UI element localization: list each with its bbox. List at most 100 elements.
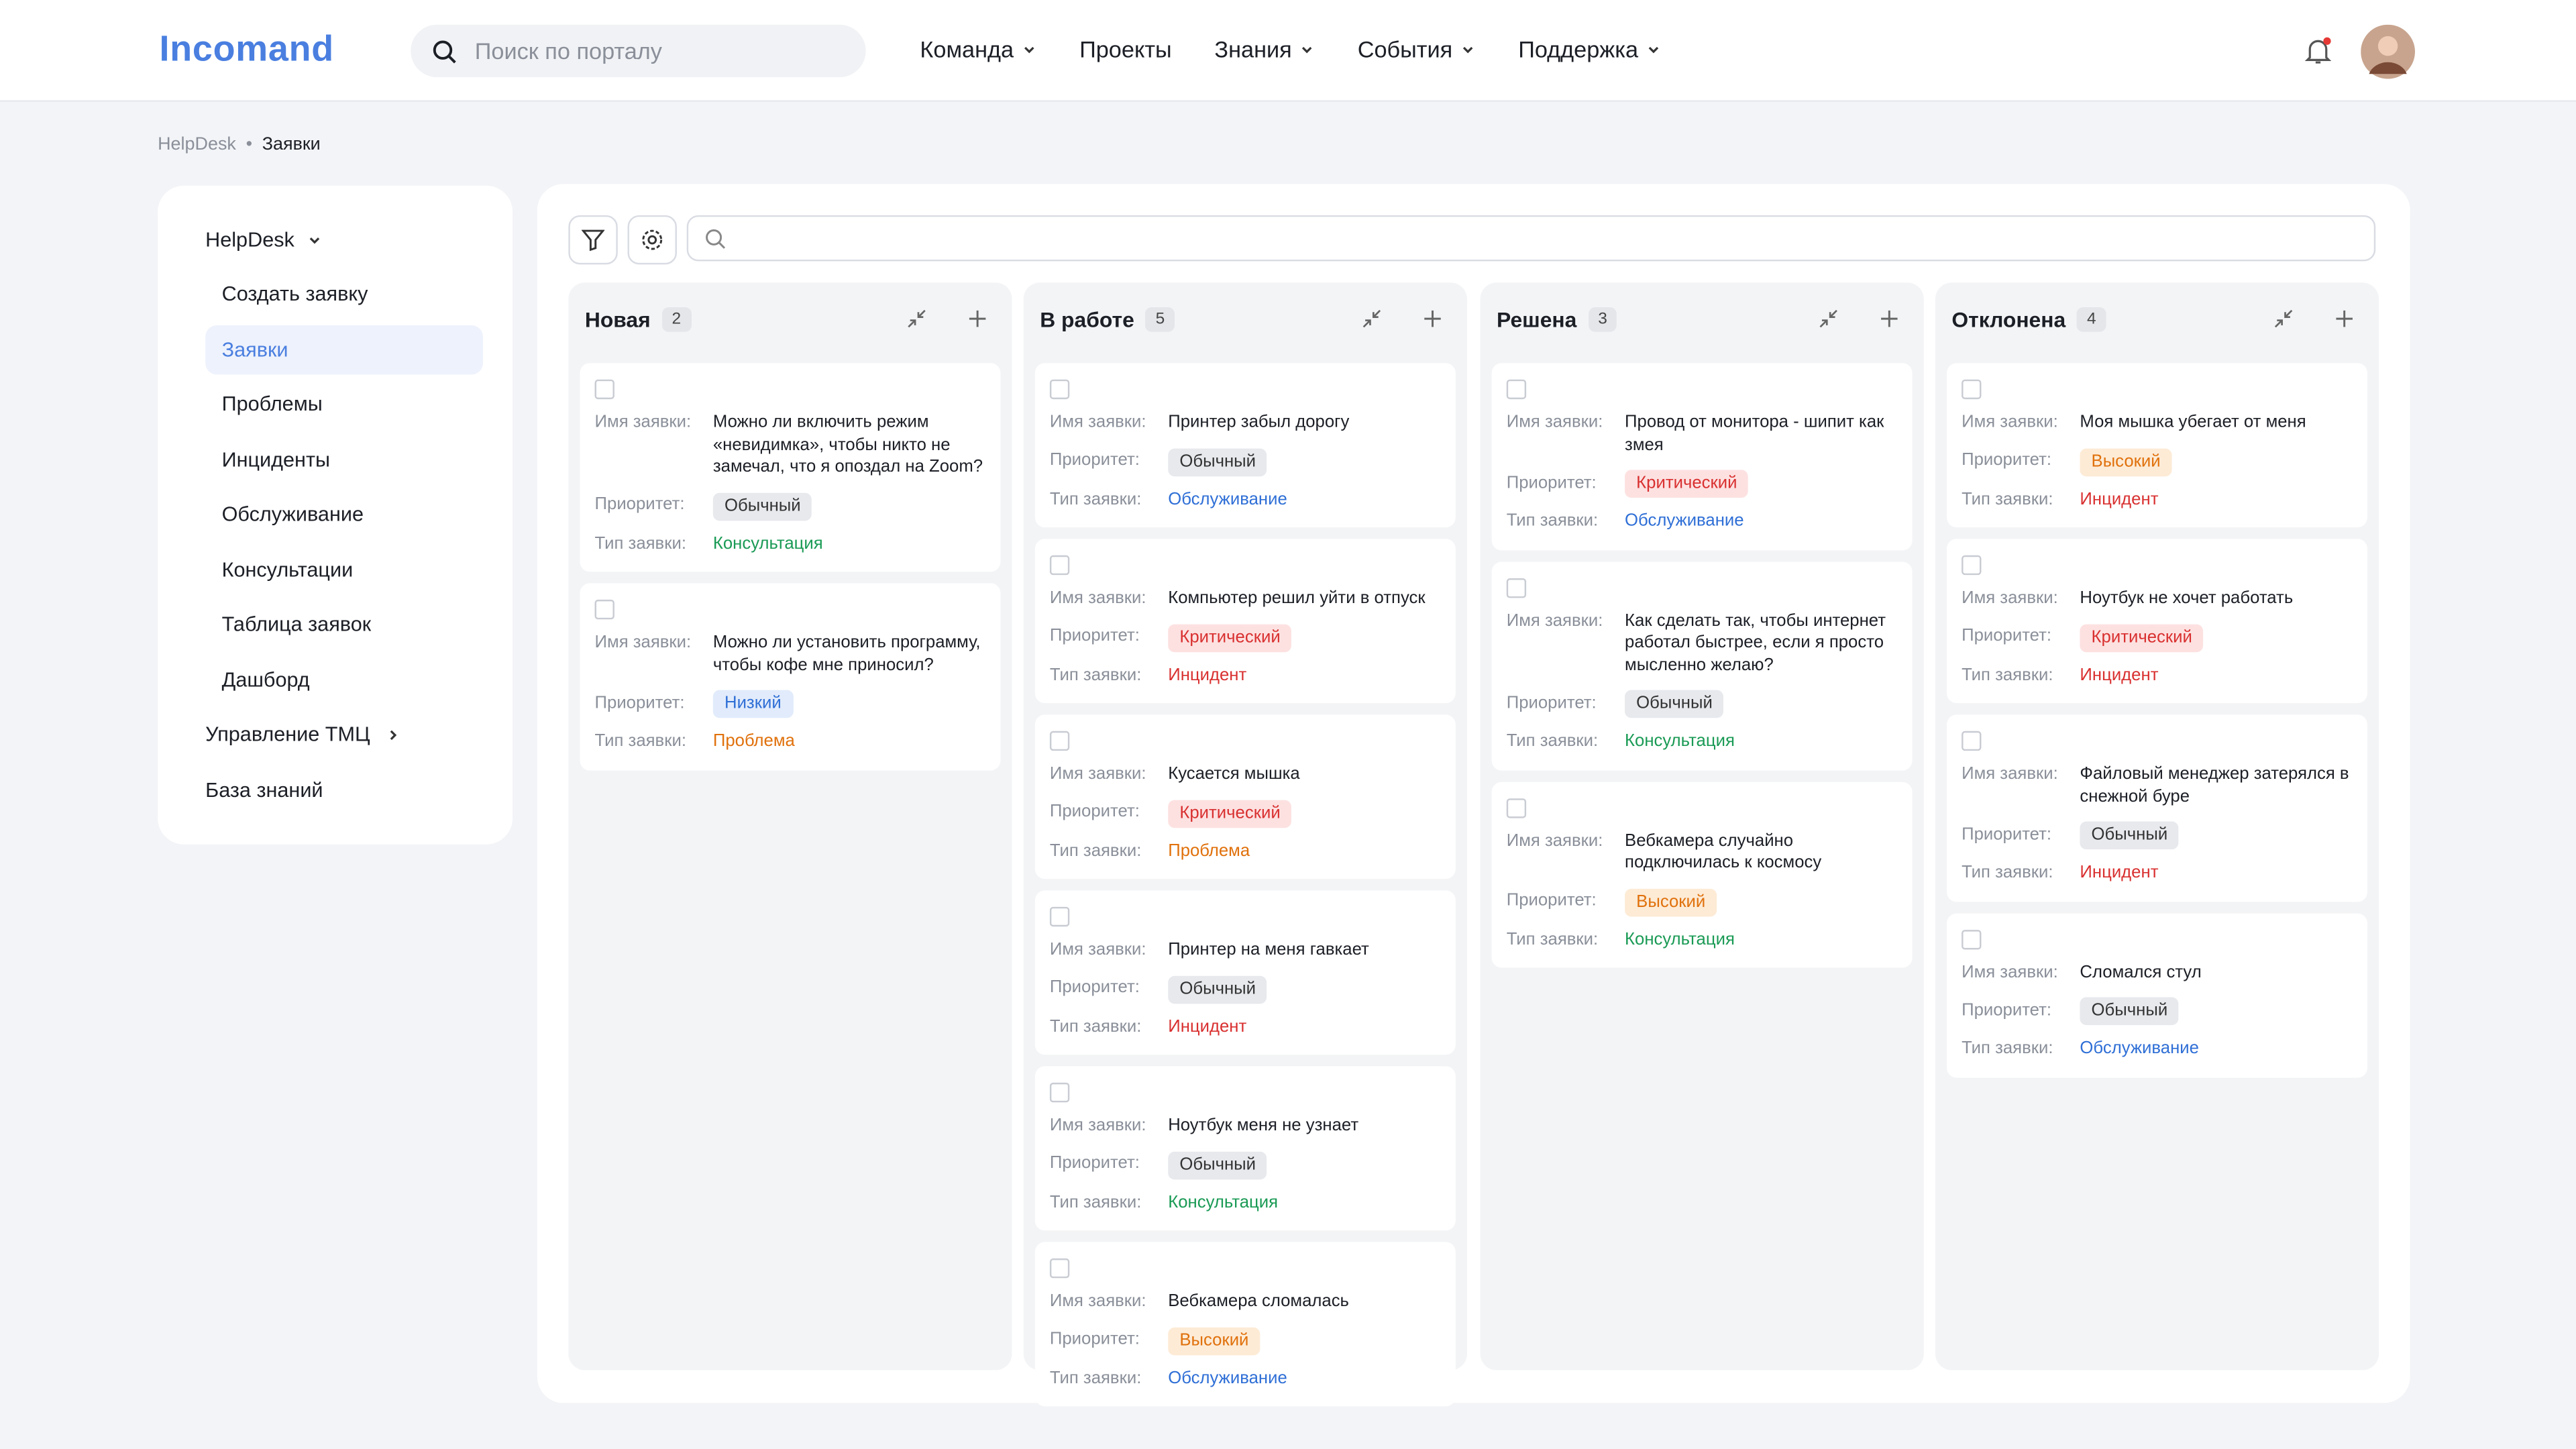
label: Имя заявки:: [1507, 610, 1625, 633]
ticket-type: Инцидент: [1168, 1016, 1246, 1038]
search-placeholder: Поиск по порталу: [475, 38, 662, 64]
label: Имя заявки:: [1962, 588, 2080, 610]
sidebar-item[interactable]: Обслуживание: [205, 490, 483, 539]
sidebar-item[interactable]: Проблемы: [205, 380, 483, 429]
nav-item[interactable]: Поддержка: [1518, 36, 1661, 62]
search-box[interactable]: Поиск по порталу: [411, 25, 865, 77]
checkbox[interactable]: [1050, 380, 1069, 399]
label: Тип заявки:: [595, 731, 713, 753]
ticket-card[interactable]: Имя заявки:Кусается мышкаПриоритет:Крити…: [1035, 714, 1456, 879]
ticket-card[interactable]: Имя заявки:Провод от монитора - шипит ка…: [1492, 363, 1913, 549]
breadcrumb[interactable]: HelpDesk: [158, 135, 236, 154]
sidebar-title[interactable]: HelpDesk: [205, 215, 322, 264]
ticket-card[interactable]: Имя заявки:Ноутбук не хочет работатьПрио…: [1947, 539, 2367, 703]
column-icons[interactable]: [907, 309, 989, 328]
label: Приоритет:: [1050, 1154, 1168, 1176]
checkbox[interactable]: [595, 380, 614, 399]
board-search[interactable]: [687, 215, 2376, 262]
column-icons[interactable]: [1362, 309, 1444, 328]
avatar[interactable]: [2361, 25, 2415, 79]
sidebar: HelpDesk Создать заявку Заявки Проблемы Инци…: [158, 186, 513, 845]
checkbox[interactable]: [595, 600, 614, 619]
row-type: Тип заявки:Обслуживание: [1050, 1368, 1441, 1390]
column-actions: [1819, 309, 1900, 328]
sidebar-item[interactable]: Консультации: [205, 545, 483, 594]
column-count: 2: [662, 307, 691, 332]
ticket-card[interactable]: Имя заявки:Вебкамера случайно подключила…: [1492, 781, 1913, 967]
ticket-card[interactable]: Имя заявки:Принтер на меня гавкаетПриори…: [1035, 890, 1456, 1055]
chevron: [386, 727, 401, 742]
ticket-type: Проблема: [1168, 841, 1250, 863]
column-icons[interactable]: [2273, 309, 2355, 328]
row-priority: Приоритет:Обычный: [595, 492, 986, 520]
search-icon: [432, 40, 457, 64]
checkbox[interactable]: [1050, 1258, 1069, 1278]
label: Имя заявки:: [1050, 764, 1168, 786]
checkbox[interactable]: [1050, 907, 1069, 926]
row-type: Тип заявки:Консультация: [1507, 731, 1898, 753]
ticket-card[interactable]: Имя заявки:Сломался стулПриоритет:Обычны…: [1947, 912, 2367, 1077]
ticket-card[interactable]: Имя заявки:Как сделать так, чтобы интерн…: [1492, 561, 1913, 769]
ticket-card[interactable]: Имя заявки:Файловый менеджер затерялся в…: [1947, 714, 2367, 901]
checkbox[interactable]: [1962, 929, 1981, 949]
ticket-type: Инцидент: [2080, 489, 2158, 511]
label: Тип заявки:: [1962, 863, 2080, 885]
sidebar-item[interactable]: Создать заявку: [205, 270, 483, 319]
row-name: Имя заявки:Вебкамера случайно подключила…: [1507, 830, 1898, 875]
column-title: Решена: [1497, 307, 1576, 332]
ticket-card[interactable]: Имя заявки:Вебкамера сломаласьПриоритет:…: [1035, 1242, 1456, 1406]
sidebar-section[interactable]: База знаний: [205, 765, 323, 814]
ticket-card[interactable]: Имя заявки:Можно ли включить режим «неви…: [580, 363, 1000, 572]
checkbox[interactable]: [1962, 555, 1981, 575]
settings-button[interactable]: [628, 215, 677, 264]
row-name: Имя заявки:Кусается мышка: [1050, 764, 1441, 786]
notifications[interactable]: [2303, 34, 2336, 67]
label: Приоритет:: [1050, 978, 1168, 1000]
checkbox[interactable]: [1507, 798, 1526, 817]
row-type: Тип заявки:Инцидент: [1962, 665, 2353, 687]
column-count: 4: [2077, 307, 2106, 332]
ticket-card[interactable]: Имя заявки:Можно ли установить программу…: [580, 583, 1000, 769]
row-priority: Приоритет:Высокий: [1507, 888, 1898, 916]
nav-item[interactable]: Проекты: [1079, 36, 1172, 62]
label: Тип заявки:: [1050, 1368, 1168, 1390]
checkbox[interactable]: [1050, 555, 1069, 575]
label: Имя заявки:: [595, 413, 713, 435]
ticket-type: Обслуживание: [1625, 511, 1744, 533]
sidebar-item[interactable]: Таблица заявок: [205, 600, 483, 649]
sidebar-item[interactable]: Инциденты: [205, 435, 483, 484]
checkbox[interactable]: [1050, 731, 1069, 751]
row-type: Тип заявки:Инцидент: [1050, 665, 1441, 687]
ticket-name: Принтер забыл дорогу: [1168, 413, 1349, 435]
filter-button[interactable]: [568, 215, 617, 264]
checkbox[interactable]: [1050, 1083, 1069, 1102]
row-name: Имя заявки:Файловый менеджер затерялся в…: [1962, 764, 2353, 808]
row-name: Имя заявки:Моя мышка убегает от меня: [1962, 413, 2353, 435]
card-list: Имя заявки:Можно ли включить режим «неви…: [580, 363, 1000, 769]
column: Новая2Имя заявки:Можно ли включить режим…: [568, 282, 1012, 1370]
label: Приоритет:: [1507, 693, 1625, 715]
ticket-card[interactable]: Имя заявки:Ноутбук меня не узнает Приорит…: [1035, 1066, 1456, 1230]
sidebar-item[interactable]: Дашборд: [205, 655, 483, 704]
column-title: Отклонена: [1951, 307, 2065, 332]
ticket-card[interactable]: Имя заявки:Принтер забыл дорогуПриоритет…: [1035, 363, 1456, 527]
nav-item[interactable]: События: [1358, 36, 1476, 62]
search-icon: [705, 227, 727, 249]
row-type: Тип заявки:Инцидент: [1962, 489, 2353, 511]
sidebar-item-active[interactable]: Заявки: [205, 325, 483, 374]
row-priority: Приоритет:Обычный: [1507, 690, 1898, 718]
column-icons[interactable]: [1819, 309, 1900, 328]
row-name: Имя заявки:Как сделать так, чтобы интерн…: [1507, 610, 1898, 677]
logo[interactable]: Incomand: [160, 28, 334, 71]
ticket-card[interactable]: Имя заявки:Моя мышка убегает от меняПрио…: [1947, 363, 2367, 527]
sidebar-section[interactable]: Управление ТМЦ: [205, 710, 401, 759]
checkbox[interactable]: [1507, 578, 1526, 597]
checkbox[interactable]: [1962, 731, 1981, 751]
priority-tag: Низкий: [713, 690, 793, 718]
ticket-card[interactable]: Имя заявки:Компьютер решил уйти в отпуск…: [1035, 539, 1456, 703]
nav-item[interactable]: Знания: [1214, 36, 1315, 62]
row-name: Имя заявки:Ноутбук меня не узнает: [1050, 1116, 1441, 1138]
checkbox[interactable]: [1507, 380, 1526, 399]
nav-item[interactable]: Команда: [920, 36, 1036, 62]
checkbox[interactable]: [1962, 380, 1981, 399]
